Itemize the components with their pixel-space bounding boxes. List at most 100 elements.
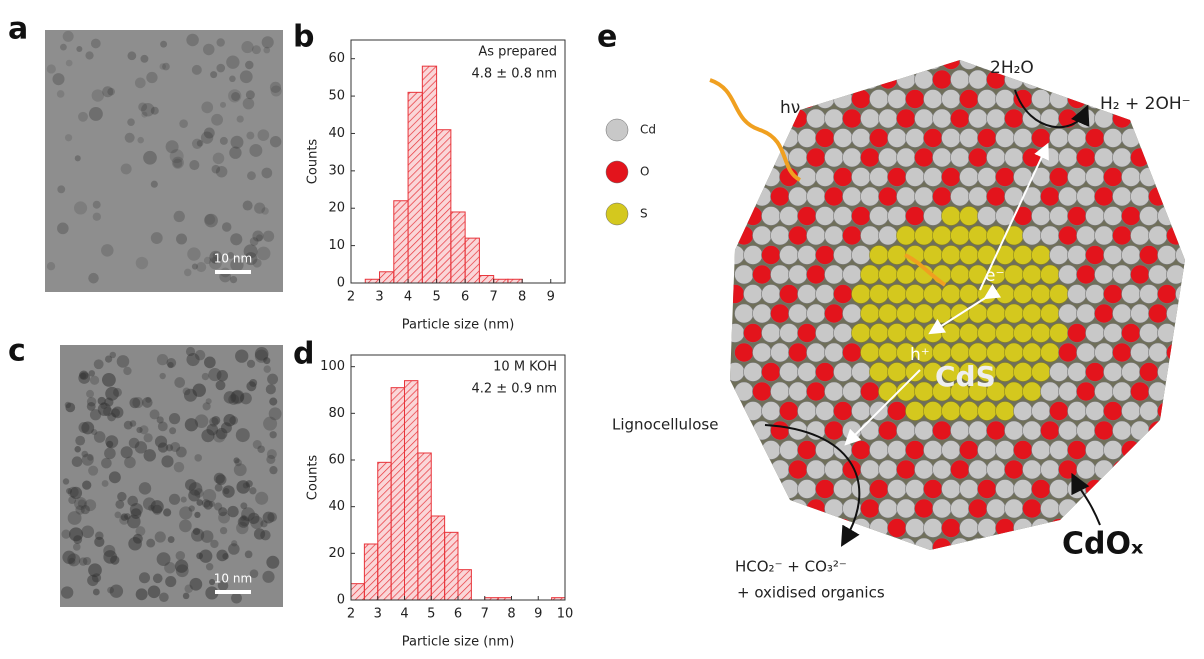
atom bbox=[1104, 402, 1123, 421]
atom bbox=[1104, 168, 1123, 187]
atom bbox=[1014, 441, 1033, 460]
atom bbox=[942, 246, 961, 265]
atom bbox=[852, 402, 871, 421]
atom bbox=[816, 51, 835, 70]
atom bbox=[771, 343, 790, 362]
particle bbox=[174, 377, 185, 388]
particle bbox=[155, 531, 166, 542]
atom bbox=[942, 168, 961, 187]
atom bbox=[735, 226, 754, 245]
atom bbox=[969, 460, 988, 479]
atom bbox=[807, 226, 826, 245]
atom bbox=[933, 148, 952, 167]
particle bbox=[230, 391, 244, 405]
atom bbox=[1185, 265, 1204, 284]
atom bbox=[888, 207, 907, 226]
atom bbox=[951, 70, 970, 89]
atom bbox=[825, 538, 844, 557]
particle bbox=[105, 387, 119, 401]
atom bbox=[1077, 109, 1096, 128]
atom bbox=[1185, 343, 1204, 362]
atom bbox=[960, 129, 979, 148]
atom bbox=[825, 148, 844, 167]
particle bbox=[121, 446, 133, 458]
atom bbox=[744, 324, 763, 343]
x-tick-label: 4 bbox=[404, 290, 412, 305]
particle bbox=[88, 273, 99, 284]
atom bbox=[843, 304, 862, 323]
atom bbox=[744, 480, 763, 499]
atom bbox=[915, 109, 934, 128]
atom bbox=[816, 324, 835, 343]
atom bbox=[1185, 421, 1204, 440]
atom bbox=[879, 460, 898, 479]
particle bbox=[57, 90, 65, 98]
atom bbox=[816, 246, 835, 265]
atom bbox=[888, 129, 907, 148]
atom bbox=[888, 324, 907, 343]
legend-label: Cd bbox=[640, 123, 656, 137]
atom bbox=[960, 324, 979, 343]
atom bbox=[1158, 51, 1177, 70]
atom bbox=[798, 480, 817, 499]
atom bbox=[1158, 168, 1177, 187]
atom bbox=[1158, 207, 1177, 226]
particle bbox=[192, 65, 202, 75]
atom bbox=[942, 51, 961, 70]
particle bbox=[222, 553, 229, 560]
atom bbox=[843, 460, 862, 479]
atom bbox=[987, 421, 1006, 440]
bar bbox=[479, 276, 493, 283]
particle bbox=[93, 589, 100, 596]
particle bbox=[196, 499, 203, 506]
particle bbox=[136, 588, 148, 600]
atom bbox=[969, 499, 988, 518]
particle bbox=[201, 530, 214, 543]
atom bbox=[924, 480, 943, 499]
y-tick-label: 40 bbox=[328, 126, 345, 141]
atom bbox=[1005, 148, 1024, 167]
particle bbox=[105, 435, 118, 448]
atom bbox=[942, 90, 961, 109]
atom bbox=[1086, 285, 1105, 304]
atom bbox=[942, 285, 961, 304]
atom bbox=[861, 460, 880, 479]
atom bbox=[996, 90, 1015, 109]
atom bbox=[996, 480, 1015, 499]
particle bbox=[216, 64, 225, 73]
atom bbox=[816, 363, 835, 382]
atom bbox=[771, 382, 790, 401]
particle bbox=[267, 512, 277, 522]
atom bbox=[753, 499, 772, 518]
particle bbox=[214, 473, 225, 484]
atom bbox=[960, 441, 979, 460]
x-tick-label: 5 bbox=[427, 607, 435, 622]
atom bbox=[1122, 207, 1141, 226]
atom bbox=[816, 285, 835, 304]
atom bbox=[879, 343, 898, 362]
atom bbox=[1131, 148, 1150, 167]
atom bbox=[1077, 460, 1096, 479]
atom bbox=[807, 538, 826, 557]
atom bbox=[1131, 265, 1150, 284]
atom bbox=[1050, 363, 1069, 382]
particle bbox=[90, 409, 101, 420]
atom bbox=[1050, 90, 1069, 109]
particle bbox=[102, 373, 116, 387]
bar bbox=[494, 279, 508, 283]
atom bbox=[807, 382, 826, 401]
atom bbox=[1050, 480, 1069, 499]
atom bbox=[1131, 226, 1150, 245]
atom bbox=[861, 382, 880, 401]
atom bbox=[780, 402, 799, 421]
atom bbox=[744, 363, 763, 382]
atom bbox=[1176, 246, 1195, 265]
atom bbox=[1122, 480, 1141, 499]
atom bbox=[1176, 519, 1195, 538]
atom bbox=[987, 460, 1006, 479]
atom bbox=[1041, 148, 1060, 167]
particle bbox=[175, 560, 188, 573]
particle bbox=[185, 418, 198, 431]
particle bbox=[136, 427, 142, 433]
scale-bar bbox=[215, 270, 251, 274]
